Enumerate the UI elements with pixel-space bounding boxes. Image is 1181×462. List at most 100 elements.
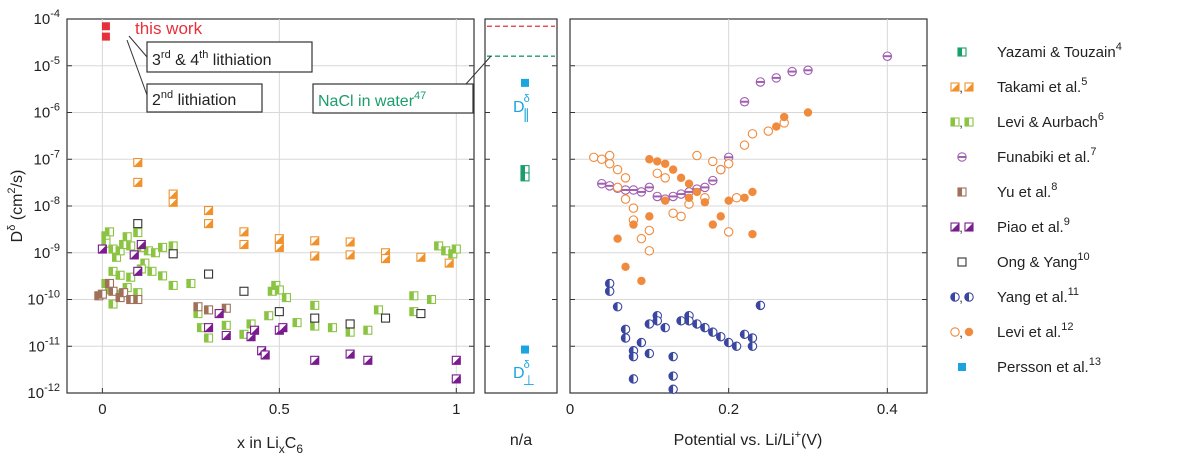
data-point-levi_aurbach bbox=[292, 318, 302, 328]
data-point-levi_filled bbox=[621, 262, 630, 272]
x-tick-label: 0.2 bbox=[718, 401, 739, 418]
legend-marker-yang: , bbox=[950, 290, 974, 305]
y-tick-label: 10-5 bbox=[34, 55, 60, 75]
legend-marker-yazami_touzain bbox=[957, 47, 967, 57]
legend-label-levi_aurbach: Levi & Aurbach6 bbox=[997, 111, 1104, 131]
data-point-levi_aurbach bbox=[327, 323, 337, 333]
x-axis-label-right: Potential vs. Li/Li+(V) bbox=[674, 429, 823, 449]
lithiation-2-box bbox=[146, 83, 263, 113]
data-point-yang bbox=[739, 329, 750, 340]
data-point-levi_aurbach bbox=[274, 285, 284, 295]
data-point-yang bbox=[612, 301, 623, 312]
data-point-levi_aurbach bbox=[281, 293, 291, 303]
data-point-takami bbox=[204, 205, 214, 216]
data-point-levi_open bbox=[644, 246, 655, 256]
data-point-levi_open bbox=[604, 159, 615, 169]
data-point-takami bbox=[133, 177, 143, 187]
data-point-levi_open bbox=[763, 126, 774, 136]
data-point-persson bbox=[521, 345, 529, 354]
data-point-levi_aurbach bbox=[158, 271, 168, 281]
data-point-levi_aurbach bbox=[426, 294, 437, 305]
data-point-funabiki bbox=[628, 185, 639, 195]
y-axis-label: Dδ (cm2/s) bbox=[6, 170, 26, 243]
data-point-yang bbox=[620, 333, 631, 343]
this-work-label: this work bbox=[135, 19, 203, 38]
data-point-takami bbox=[133, 157, 143, 168]
data-point-yang bbox=[604, 278, 615, 289]
data-point-takami bbox=[274, 234, 284, 244]
legend-marker-takami: , bbox=[950, 80, 974, 95]
data-point-levi_open bbox=[636, 233, 647, 244]
d-perp-label: Dδ ⊥ bbox=[513, 359, 535, 388]
nacl-leader bbox=[465, 55, 492, 85]
legend-marker-yu bbox=[957, 187, 967, 197]
data-point-levi_open bbox=[731, 193, 742, 203]
legend-comma: , bbox=[959, 325, 963, 340]
data-point-yang bbox=[620, 324, 631, 335]
data-point-levi_filled bbox=[645, 212, 654, 221]
data-point-levi_aurbach bbox=[451, 244, 461, 254]
x-axis-label-left: x in LixC6 bbox=[237, 435, 303, 456]
data-point-levi_aurbach bbox=[204, 333, 214, 343]
data-point-levi_filled bbox=[780, 112, 789, 122]
lithiation-2-leader bbox=[126, 39, 148, 96]
y-tick-label: 10-8 bbox=[34, 195, 60, 215]
y-tick-label: 10-9 bbox=[34, 242, 60, 262]
data-point-funabiki bbox=[604, 181, 615, 191]
data-point-takami bbox=[444, 258, 454, 268]
data-point-levi_open bbox=[692, 150, 702, 161]
data-point-yang bbox=[668, 384, 678, 395]
legend-marker-ong_yang bbox=[957, 257, 967, 267]
data-point-takami bbox=[380, 254, 391, 264]
data-point-levi_aurbach bbox=[434, 241, 444, 251]
data-point-levi_aurbach bbox=[122, 232, 132, 242]
legend-label-yazami_touzain: Yazami & Touzain4 bbox=[997, 41, 1122, 61]
data-point-ong_yang bbox=[416, 309, 426, 319]
legend-label-piao: Piao et al.9 bbox=[997, 216, 1070, 236]
data-marks bbox=[94, 22, 893, 395]
data-point-ong_yang bbox=[310, 313, 320, 323]
nacl-label: NaCl in water47 bbox=[318, 90, 426, 110]
data-point-ong_yang bbox=[274, 307, 284, 317]
data-point-yang bbox=[604, 286, 615, 297]
data-point-yu bbox=[97, 289, 107, 299]
data-point-piao bbox=[250, 325, 260, 335]
data-point-levi_filled bbox=[645, 155, 654, 164]
legend-comma: , bbox=[959, 290, 963, 305]
legend-entry-yu: Yu et al.8 bbox=[957, 181, 1057, 201]
legend-label-yang: Yang et al.11 bbox=[997, 286, 1079, 306]
data-point-yang bbox=[715, 331, 726, 342]
data-point-ong_yang bbox=[239, 286, 249, 296]
data-point-levi_filled bbox=[748, 229, 757, 239]
data-point-levi_open bbox=[604, 150, 615, 161]
data-point-funabiki bbox=[636, 187, 647, 197]
x-axis-label-middle: n/a bbox=[510, 432, 532, 449]
legend-entry-yang: , Yang et al.11 bbox=[950, 286, 1079, 306]
legend-marker-persson bbox=[958, 363, 966, 371]
legend-marker-levi_aurbach: , bbox=[950, 115, 974, 130]
data-point-yang bbox=[668, 371, 678, 381]
data-point-yang bbox=[708, 327, 718, 337]
data-point-yang bbox=[676, 316, 686, 326]
data-point-levi_aurbach bbox=[221, 320, 231, 330]
data-point-takami bbox=[310, 236, 320, 246]
data-point-levi_aurbach bbox=[104, 227, 115, 237]
nacl-box bbox=[312, 83, 474, 114]
lithiation-34-label: 3rd & 4th lithiation bbox=[152, 49, 272, 69]
data-point-funabiki bbox=[708, 175, 718, 186]
data-point-funabiki bbox=[620, 185, 631, 195]
data-point-yang bbox=[684, 316, 694, 326]
data-point-piao bbox=[260, 350, 270, 360]
data-point-levi_filled bbox=[700, 198, 710, 207]
data-point-ong_yang bbox=[345, 319, 355, 329]
data-point-levi_aurbach bbox=[264, 311, 274, 321]
data-point-levi_filled bbox=[708, 220, 717, 229]
data-point-takami bbox=[416, 252, 426, 262]
data-point-yang bbox=[731, 341, 742, 351]
data-point-funabiki bbox=[652, 191, 663, 202]
legend-label-yu: Yu et al.8 bbox=[997, 181, 1057, 201]
legend-marker-levi: , bbox=[950, 325, 974, 340]
data-point-levi_aurbach bbox=[345, 327, 355, 337]
data-point-takami bbox=[274, 242, 284, 252]
data-point-piao bbox=[204, 323, 214, 333]
